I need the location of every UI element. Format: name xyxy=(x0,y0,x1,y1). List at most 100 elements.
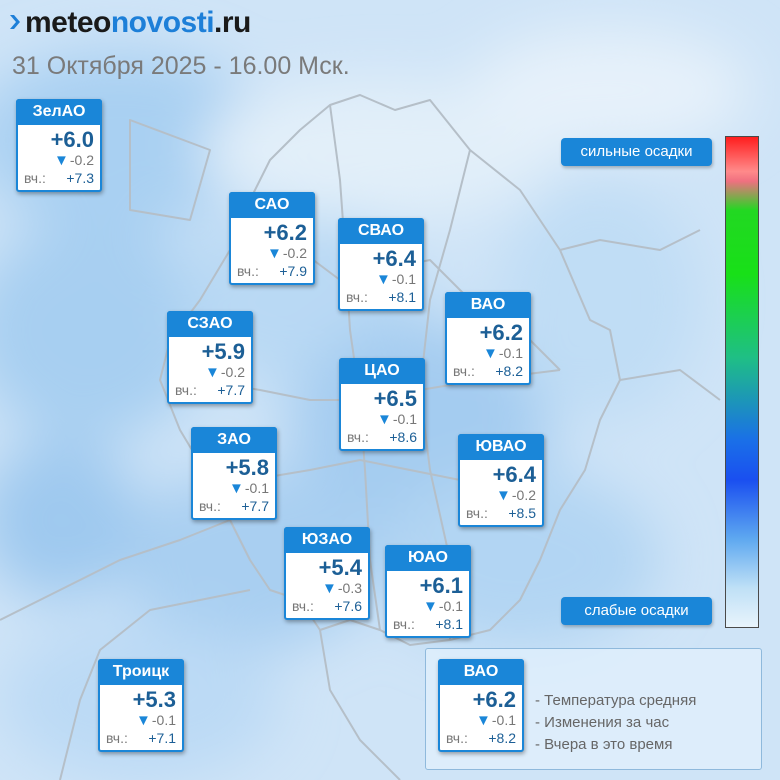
yesterday-value: +7.9 xyxy=(279,263,307,279)
hourly-change-value: -0.2 xyxy=(69,152,94,168)
average-temperature: +5.3 xyxy=(132,687,176,712)
hourly-change-value: -0.1 xyxy=(392,411,417,427)
average-temperature: +5.9 xyxy=(201,339,245,364)
yesterday-row: вч.: +7.3 xyxy=(18,169,100,190)
precipitation-color-scale xyxy=(725,136,759,628)
average-temperature: +6.4 xyxy=(492,462,536,487)
yesterday-label: вч.: xyxy=(347,429,369,445)
district-card-cao: ЦАО +6.5 ▼-0.1 вч.: +8.6 xyxy=(339,358,425,451)
district-card-yuao: ЮАО +6.1 ▼-0.1 вч.: +8.1 xyxy=(385,545,471,638)
yesterday-label: вч.: xyxy=(292,598,314,614)
average-temperature: +6.4 xyxy=(372,246,416,271)
average-temperature: +6.0 xyxy=(50,127,94,152)
district-card-zao: ЗАО +5.8 ▼-0.1 вч.: +7.7 xyxy=(191,427,277,520)
yesterday-row: вч.: +7.7 xyxy=(169,381,251,402)
triangle-down-icon: ▼ xyxy=(205,364,220,381)
hourly-change-value: -0.1 xyxy=(498,345,523,361)
yesterday-label: вч.: xyxy=(466,505,488,521)
district-name: ЗАО xyxy=(191,427,277,453)
hourly-change: ▼-0.1 xyxy=(341,411,423,428)
hourly-change-value: -0.2 xyxy=(511,487,536,503)
hourly-change: ▼-0.1 xyxy=(387,598,469,615)
logo-suffix: .ru xyxy=(214,6,251,39)
hourly-change-value: -0.1 xyxy=(438,598,463,614)
legend-line-temperature: - Температура средняя xyxy=(535,692,697,709)
average-temperature: +6.2 xyxy=(472,687,516,712)
legend-line-yesterday: - Вчера в это время xyxy=(535,736,673,753)
district-card-troitsk: Троицк +5.3 ▼-0.1 вч.: +7.1 xyxy=(98,659,184,752)
yesterday-label: вч.: xyxy=(453,363,475,379)
yesterday-label: вч.: xyxy=(175,382,197,398)
district-card-yuzao: ЮЗАО +5.4 ▼-0.3 вч.: +7.6 xyxy=(284,527,370,620)
yesterday-value: +8.5 xyxy=(508,505,536,521)
triangle-down-icon: ▼ xyxy=(423,598,438,615)
yesterday-value: +8.1 xyxy=(435,616,463,632)
district-name: ЦАО xyxy=(339,358,425,384)
district-card-svao: СВАО +6.4 ▼-0.1 вч.: +8.1 xyxy=(338,218,424,311)
district-name: ЮЗАО xyxy=(284,527,370,553)
logo-brand: novosti xyxy=(110,6,215,39)
triangle-down-icon: ▼ xyxy=(136,712,151,729)
legend-example-card: ВАО +6.2 ▼-0.1 вч.: +8.2 xyxy=(438,659,524,752)
yesterday-row: вч.: +7.6 xyxy=(286,597,368,618)
hourly-change-value: -0.1 xyxy=(391,271,416,287)
yesterday-row: вч.: +8.5 xyxy=(460,504,542,525)
triangle-down-icon: ▼ xyxy=(483,345,498,362)
triangle-down-icon: ▼ xyxy=(54,152,69,169)
triangle-down-icon: ▼ xyxy=(496,487,511,504)
legend-line-hourly-change: - Изменения за час xyxy=(535,714,670,731)
average-temperature: +6.2 xyxy=(263,220,307,245)
yesterday-label: вч.: xyxy=(446,730,468,746)
yesterday-label: вч.: xyxy=(237,263,259,279)
yesterday-value: +8.1 xyxy=(388,289,416,305)
hourly-change-value: -0.3 xyxy=(337,580,362,596)
yesterday-value: +7.7 xyxy=(217,382,245,398)
district-name: ЮАО xyxy=(385,545,471,571)
hourly-change: ▼-0.1 xyxy=(447,345,529,362)
yesterday-row: вч.: +7.7 xyxy=(193,497,275,518)
yesterday-value: +8.6 xyxy=(389,429,417,445)
triangle-down-icon: ▼ xyxy=(377,411,392,428)
district-name: Троицк xyxy=(98,659,184,685)
legend-descriptions: - Температура средняя - Изменения за час… xyxy=(535,690,696,756)
district-name: ВАО xyxy=(445,292,531,318)
hourly-change: ▼-0.2 xyxy=(169,364,251,381)
triangle-down-icon: ▼ xyxy=(322,580,337,597)
yesterday-label: вч.: xyxy=(346,289,368,305)
yesterday-row: вч.: +7.1 xyxy=(100,729,182,750)
yesterday-value: +8.2 xyxy=(488,730,516,746)
hourly-change: ▼-0.2 xyxy=(18,152,100,169)
yesterday-label: вч.: xyxy=(199,498,221,514)
district-name: СЗАО xyxy=(167,311,253,337)
district-name: ВАО xyxy=(438,659,524,685)
yesterday-label: вч.: xyxy=(106,730,128,746)
site-logo[interactable]: meteonovosti.ru xyxy=(10,6,251,40)
map-date-time: 31 Октября 2025 - 16.00 Мск. xyxy=(12,52,350,80)
district-card-zelao: ЗелАО +6.0 ▼-0.2 вч.: +7.3 xyxy=(16,99,102,192)
hourly-change: ▼-0.2 xyxy=(460,487,542,504)
triangle-down-icon: ▼ xyxy=(476,712,491,729)
district-card-szao: СЗАО +5.9 ▼-0.2 вч.: +7.7 xyxy=(167,311,253,404)
triangle-down-icon: ▼ xyxy=(267,245,282,262)
triangle-down-icon: ▼ xyxy=(376,271,391,288)
hourly-change: ▼-0.1 xyxy=(340,271,422,288)
yesterday-value: +8.2 xyxy=(495,363,523,379)
heavy-precipitation-label: сильные осадки xyxy=(561,138,712,166)
hourly-change-value: -0.2 xyxy=(282,245,307,261)
yesterday-row: вч.: +7.9 xyxy=(231,262,313,283)
hourly-change-value: -0.1 xyxy=(491,712,516,728)
district-card-sao: САО +6.2 ▼-0.2 вч.: +7.9 xyxy=(229,192,315,285)
yesterday-row: вч.: +8.6 xyxy=(341,428,423,449)
logo-prefix: meteo xyxy=(25,6,111,39)
hourly-change-value: -0.1 xyxy=(244,480,269,496)
hourly-change: ▼-0.1 xyxy=(100,712,182,729)
district-card-vao: ВАО +6.2 ▼-0.1 вч.: +8.2 xyxy=(445,292,531,385)
yesterday-row: вч.: +8.2 xyxy=(447,362,529,383)
hourly-change: ▼-0.3 xyxy=(286,580,368,597)
average-temperature: +5.8 xyxy=(225,455,269,480)
yesterday-value: +7.3 xyxy=(66,170,94,186)
yesterday-value: +7.6 xyxy=(334,598,362,614)
district-name: СВАО xyxy=(338,218,424,244)
logo-mark-icon xyxy=(10,15,20,29)
hourly-change-value: -0.2 xyxy=(220,364,245,380)
